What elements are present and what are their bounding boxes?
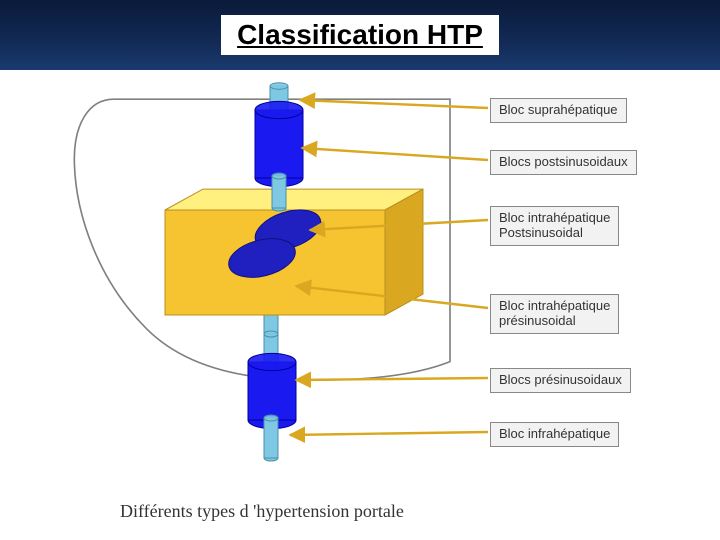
diagram-area: Bloc suprahépatique Blocs postsinusoidaux… [0,70,720,540]
label-l5: Blocs présinusoidaux [490,368,631,393]
label-l3: Bloc intrahépatique Postsinusoidal [490,206,619,246]
label-l4: Bloc intrahépatique présinusoidal [490,294,619,334]
header: Classification HTP [0,0,720,70]
caption: Différents types d 'hypertension portale [120,501,404,522]
page-title: Classification HTP [221,15,499,55]
label-l6: Bloc infrahépatique [490,422,619,447]
label-l2: Blocs postsinusoidaux [490,150,637,175]
label-l1: Bloc suprahépatique [490,98,627,123]
